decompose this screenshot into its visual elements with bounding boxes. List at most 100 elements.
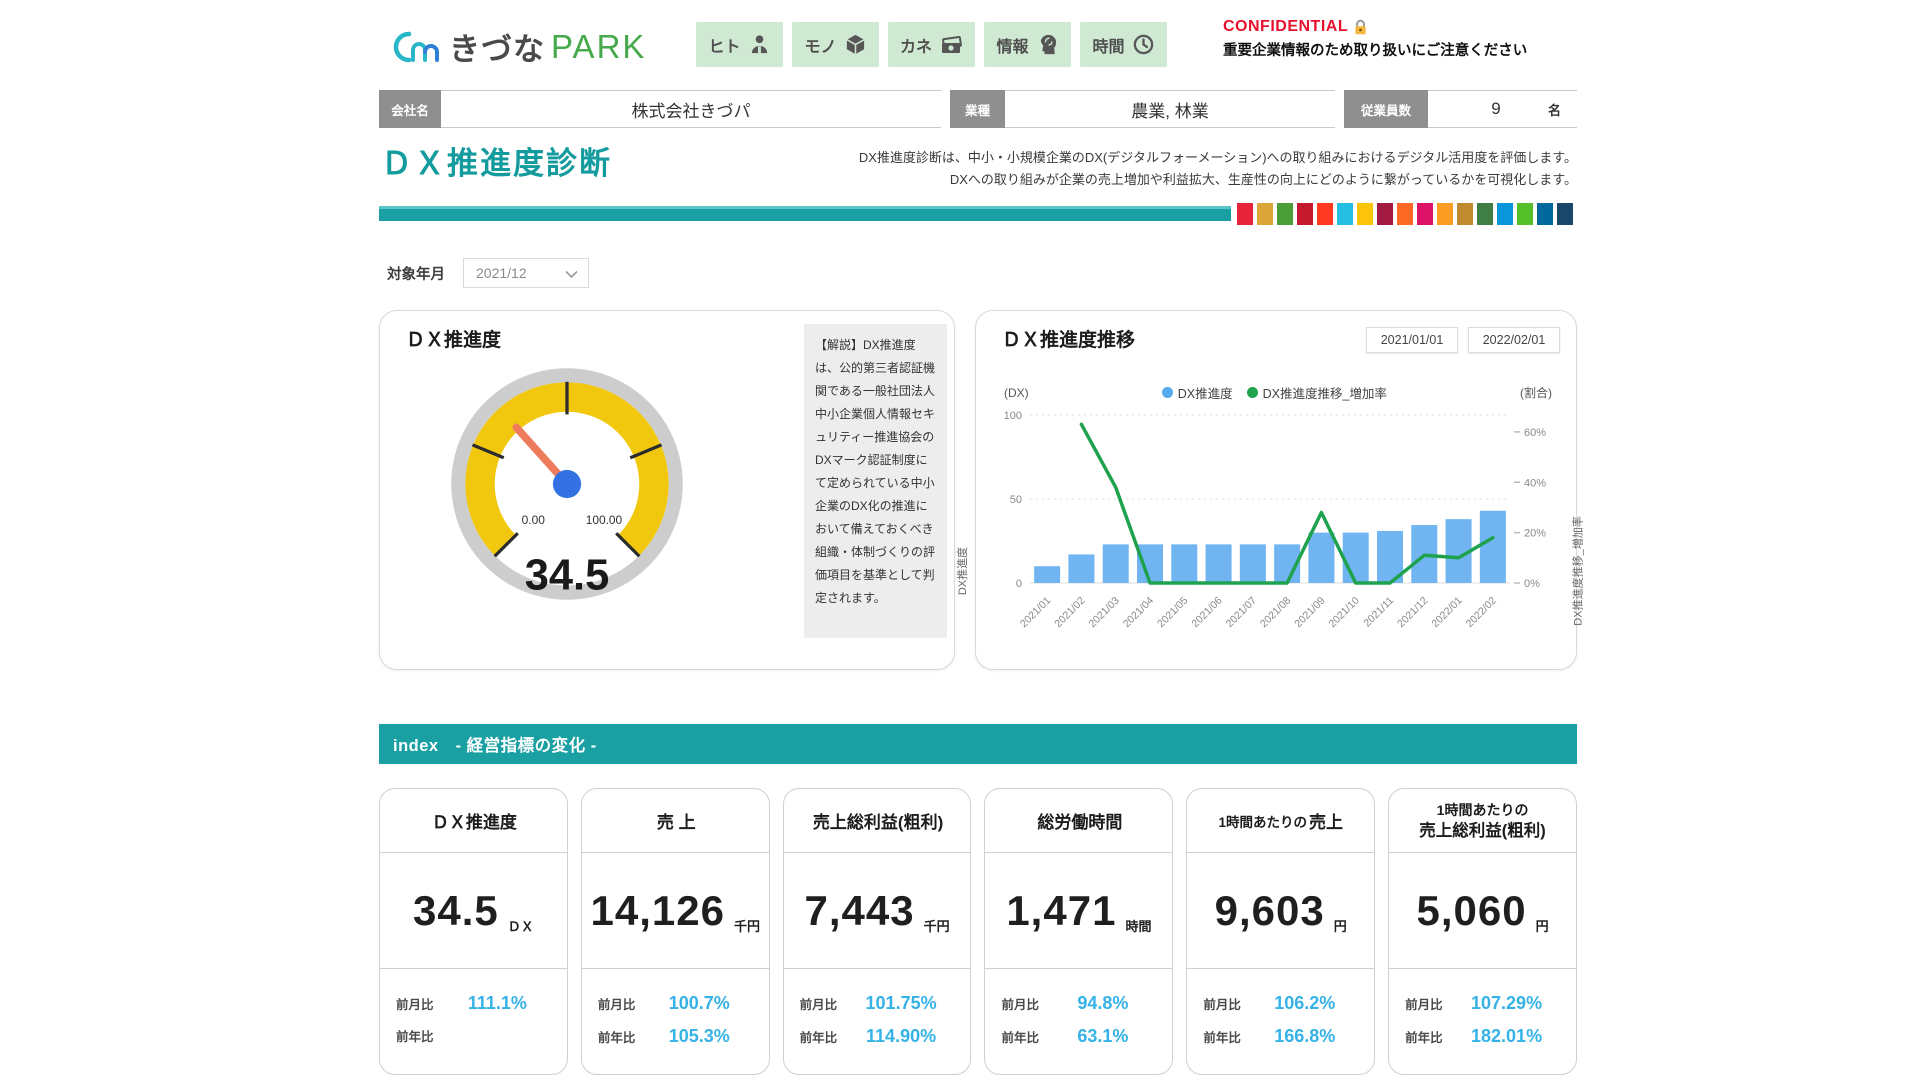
mom-value: 101.75% [865, 993, 937, 1013]
sdg-color-square [1417, 203, 1433, 225]
index-section-header: index - 経営指標の変化 - [379, 724, 1577, 764]
nav-button-kane[interactable]: カネ [888, 22, 975, 67]
metric-value-section: 5,060 円 [1389, 853, 1576, 969]
date-to-chip[interactable]: 2022/02/01 [1468, 327, 1560, 353]
period-filter-label: 対象年月 [387, 266, 445, 283]
yoy-label: 前年比 [1203, 1031, 1241, 1045]
trend-combo-chart[interactable]: 0501000%20%40%60%2021/012021/022021/0320… [990, 403, 1564, 653]
svg-text:2021/07: 2021/07 [1224, 595, 1259, 630]
metric-ratios: 前月比 94.8% 前年比 63.1% [985, 969, 1172, 1047]
yoy-label: 前年比 [799, 1031, 838, 1045]
sdg-color-square [1377, 203, 1393, 225]
box-icon [846, 34, 864, 55]
metric-unit: 千円 [923, 919, 950, 934]
industry-label: 業種 [950, 90, 1005, 128]
lock-icon [1355, 19, 1366, 34]
sdg-color-square [1517, 203, 1533, 225]
metric-ratios: 前月比 101.75% 前年比 114.90% [784, 969, 971, 1047]
legend-dot-green [1246, 387, 1258, 398]
logo-text-park: PARK [551, 27, 647, 65]
sdg-color-square [1277, 203, 1293, 225]
nav-button-hito[interactable]: ヒト [696, 22, 783, 67]
nav-button-mono[interactable]: モノ [792, 22, 879, 67]
dx-gauge-card: ＤＸ推進度 0.00 100.00 34.5 [379, 310, 955, 670]
chevron-down-icon [565, 270, 578, 279]
svg-text:2021/06: 2021/06 [1189, 595, 1224, 630]
gauge-card-title: ＤＸ推進度 [406, 330, 502, 351]
chart-legend: DX推進度 DX推進度推移_増加率 [1161, 383, 1387, 402]
metric-value-section: 1,471 時間 [985, 853, 1173, 969]
legend-label-dx: DX推進度 [1177, 387, 1233, 401]
mom-value: 111.1% [467, 993, 527, 1013]
metric-cards-row: ＤＸ推進度 34.5 ＤＸ 前月比 111.1% 前年比 売 上 14,126 千… [379, 788, 1577, 1075]
svg-text:0: 0 [1016, 578, 1022, 590]
nav-button-joho[interactable]: 情報 [984, 22, 1071, 67]
metric-value-section: 14,126 千円 [581, 853, 769, 969]
nav-label-mono: モノ [804, 38, 837, 56]
sdg-color-square [1437, 203, 1453, 225]
sdg-color-square [1497, 203, 1513, 225]
report-canvas: きづな PARK ヒト モノ カネ [379, 0, 1584, 1080]
employees-unit: 名 [1547, 102, 1561, 118]
metric-name: 売 上 [581, 789, 769, 853]
svg-text:2021/09: 2021/09 [1292, 595, 1327, 630]
nav-label-jikan: 時間 [1092, 38, 1125, 56]
legend-item-growth[interactable]: DX推進度推移_増加率 [1246, 383, 1387, 402]
metric-card-sales-per-hour: 1時間あたりの 売上 9,603 円 前月比 106.2% 前年比 166.8% [1186, 788, 1376, 1075]
gauge-hub [552, 469, 582, 499]
header: きづな PARK ヒト モノ カネ [379, 18, 1577, 74]
sdg-color-square [1297, 203, 1313, 225]
mom-value: 100.7% [668, 993, 730, 1013]
divider [941, 90, 950, 128]
svg-text:2021/10: 2021/10 [1327, 595, 1362, 630]
nav-label-hito: ヒト [708, 38, 741, 56]
metric-name: 総労働時間 [985, 789, 1173, 853]
svg-text:2021/11: 2021/11 [1361, 595, 1396, 630]
svg-text:0%: 0% [1524, 578, 1540, 590]
nav-label-kane: カネ [899, 38, 932, 56]
mom-value: 94.8% [1077, 993, 1129, 1013]
date-range-filters: 2021/01/01 2022/02/01 [1366, 327, 1560, 353]
left-axis-unit: (DX) [1004, 385, 1029, 400]
metric-value-section: 7,443 千円 [783, 853, 971, 969]
date-from-chip[interactable]: 2021/01/01 [1366, 327, 1458, 353]
yoy-value: 63.1% [1077, 1026, 1129, 1046]
metric-value: 14,126 [590, 886, 725, 934]
gauge-max-label: 100.00 [586, 513, 623, 527]
period-filter: 対象年月 2021/12 [387, 258, 589, 288]
yoy-value: 182.01% [1471, 1026, 1543, 1046]
kizuna-logo-icon [393, 31, 439, 62]
divider [1335, 90, 1344, 128]
page-description-line2: DXへの取り組みが企業の売上増加や利益拡大、生産性の向上にどのように繋がっている… [949, 172, 1577, 187]
confidential-title: CONFIDENTIAL [1223, 18, 1577, 36]
mom-label: 前月比 [799, 998, 838, 1012]
svg-text:2021/02: 2021/02 [1052, 595, 1087, 630]
logo-text-kizuna: きづな [449, 32, 545, 67]
nav-button-jikan[interactable]: 時間 [1080, 22, 1167, 67]
yoy-value: 114.90% [866, 1026, 937, 1046]
right-axis-unit: (割合) [1520, 386, 1552, 400]
metric-value-section: 34.5 ＤＸ [380, 853, 567, 969]
clock-icon [1133, 34, 1153, 55]
legend-item-dx[interactable]: DX推進度 [1161, 383, 1233, 402]
yoy-label: 前年比 [396, 1030, 434, 1044]
svg-text:2021/12: 2021/12 [1395, 595, 1430, 630]
svg-text:2022/01: 2022/01 [1429, 595, 1464, 630]
period-dropdown[interactable]: 2021/12 [463, 258, 589, 288]
employees-field: 9 名 [1428, 90, 1577, 128]
mom-label: 前月比 [1405, 998, 1443, 1012]
metric-unit: ＤＸ [507, 919, 534, 934]
metric-ratios: 前月比 107.29% 前年比 182.01% [1389, 969, 1576, 1047]
page-title: ＤＸ推進度診断 [381, 146, 612, 181]
sdg-color-square [1257, 203, 1273, 225]
sdg-color-square [1397, 203, 1413, 225]
metric-ratios: 前月比 106.2% 前年比 166.8% [1187, 969, 1374, 1047]
nav-label-joho: 情報 [996, 38, 1029, 56]
axis-legend-row: (DX) DX推進度 DX推進度推移_増加率 (割合) [1004, 383, 1552, 402]
mom-label: 前月比 [597, 998, 636, 1012]
yoy-label: 前年比 [1405, 1031, 1443, 1045]
left-axis-title: DX推進度 [957, 546, 970, 596]
confidential-notice: CONFIDENTIAL 重要企業情報のため取り扱いにご注意ください [1223, 18, 1577, 60]
gauge-outer-ring [451, 368, 683, 600]
metric-card-work-hours: 総労働時間 1,471 時間 前月比 94.8% 前年比 63.1% [984, 788, 1174, 1075]
